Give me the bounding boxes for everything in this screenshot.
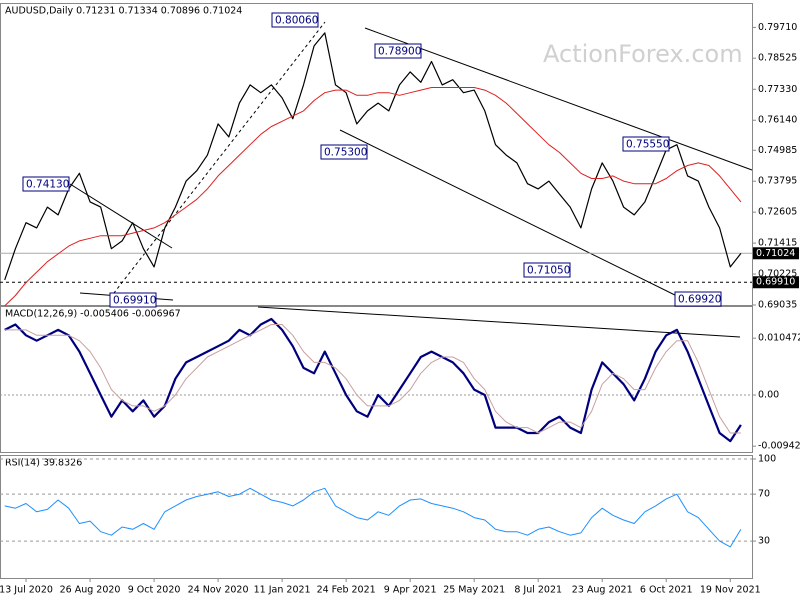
annotation: 0.80060 — [271, 12, 319, 28]
annotation-label: 0.75300 — [324, 147, 367, 159]
plots: AUDUSD,Daily 0.71231 0.71334 0.70896 0.7… — [0, 6, 800, 596]
panel-title: AUDUSD,Daily 0.71231 0.71334 0.70896 0.7… — [5, 6, 242, 17]
y-tick-label: 0.69035 — [758, 300, 797, 311]
y-tick-label: 70 — [758, 489, 770, 500]
watermark: ActionForex.com — [543, 40, 743, 68]
x-tick-label: 6 Oct 2021 — [640, 585, 693, 596]
support-tag — [753, 276, 799, 289]
x-tick-label: 19 Nov 2021 — [700, 585, 761, 596]
y-tick-label: 0.70225 — [758, 269, 797, 280]
x-tick-label: 8 Jul 2021 — [514, 585, 562, 596]
series-line — [4, 87, 742, 307]
y-tick-label: 0.71415 — [758, 238, 797, 249]
y-tick-label: -0.009426 — [758, 441, 800, 452]
series-line — [4, 324, 741, 434]
annotation-label: 0.69910 — [113, 295, 156, 307]
annotation-label: 0.80060 — [275, 15, 318, 27]
y-tick-label: 0.77330 — [758, 84, 797, 95]
series-line — [4, 32, 742, 281]
x-tick-label: 9 Oct 2020 — [128, 585, 181, 596]
price-tag — [753, 247, 799, 260]
annotation: 0.78900 — [374, 43, 422, 59]
y-tick-label: 0.79710 — [758, 22, 797, 33]
annotation-label: 0.69920 — [678, 294, 721, 306]
panel-title: MACD(12,26,9) -0.005406 -0.006967 — [5, 309, 181, 320]
x-tick-label: 13 Jul 2020 — [0, 585, 53, 596]
macd-frame — [0, 306, 753, 453]
series-line — [4, 487, 742, 548]
annotation: 0.69920 — [674, 291, 722, 307]
y-tick-label: 0.74985 — [758, 145, 797, 156]
x-tick-label: 9 Apr 2021 — [384, 585, 437, 596]
trend-line — [109, 21, 326, 299]
annotation: 0.71050 — [523, 262, 571, 278]
y-tick-label: 0.010472 — [758, 333, 800, 344]
annotation: 0.75550 — [622, 136, 670, 152]
y-tick-label: 30 — [758, 536, 770, 547]
trend-line — [257, 306, 741, 338]
x-tick-label: 11 Jan 2021 — [254, 585, 311, 596]
x-tick-label: 24 Nov 2020 — [188, 585, 249, 596]
annotation: 0.75300 — [320, 144, 368, 160]
annotation-label: 0.75550 — [626, 139, 669, 151]
x-tick-label: 26 Aug 2020 — [60, 585, 121, 596]
panel-title: RSI(14) 39.8326 — [5, 458, 82, 469]
price-label: 0.71024 — [756, 248, 795, 259]
y-tick-label: 0.76140 — [758, 115, 797, 126]
annotation: 0.69910 — [109, 292, 157, 308]
annotation-label: 0.74130 — [26, 179, 69, 191]
annotation: 0.74130 — [22, 176, 70, 192]
rsi-frame — [0, 455, 753, 579]
y-tick-label: 0.72605 — [758, 207, 797, 218]
y-tick-label: 100 — [758, 453, 776, 464]
y-tick-label: 0.78525 — [758, 53, 797, 64]
y-tick-label: 0.73795 — [758, 176, 797, 187]
trend-line — [364, 27, 753, 171]
x-tick-label: 25 May 2021 — [443, 585, 505, 596]
trend-line — [339, 129, 686, 301]
price-frame — [0, 3, 753, 306]
support-label: 0.69910 — [756, 277, 795, 288]
annotation-label: 0.78900 — [378, 46, 421, 58]
x-tick-label: 24 Feb 2021 — [317, 585, 376, 596]
annotation-label: 0.71050 — [527, 265, 570, 277]
x-tick-label: 23 Aug 2021 — [572, 585, 633, 596]
y-tick-label: 0.00 — [758, 390, 779, 401]
